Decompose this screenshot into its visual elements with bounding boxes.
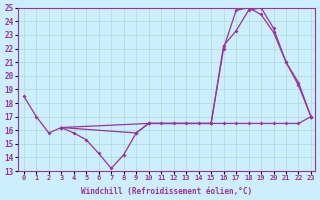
- X-axis label: Windchill (Refroidissement éolien,°C): Windchill (Refroidissement éolien,°C): [81, 187, 252, 196]
